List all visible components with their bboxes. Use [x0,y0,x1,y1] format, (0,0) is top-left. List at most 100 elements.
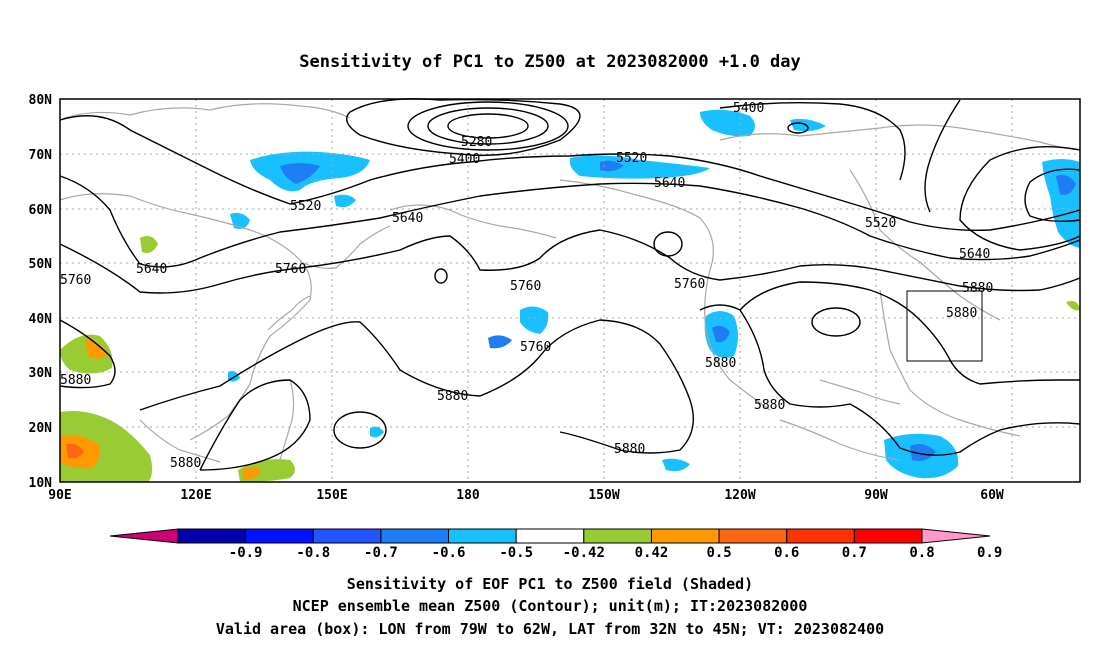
valid-area-box [906,290,983,362]
colorbar-tick-label: 0.8 [909,545,934,561]
coastline [819,379,901,405]
colorbar-swatch [786,528,855,544]
shade-negative [910,444,936,461]
contour-label: 5400 [449,152,480,167]
shade-negative [1056,175,1076,195]
colorbar-tick-label: 0.42 [635,545,669,561]
contour-label: 5880 [705,356,736,371]
contour-labels: 5400 5280 5400 5520 5640 5520 5640 5640 … [60,101,993,471]
lat-tick-label: 80N [29,93,53,108]
lat-axis: 80N 70N 60N 50N 40N 30N 20N 10N [29,93,53,491]
contour-label: 5640 [136,262,167,277]
colorbar-min-triangle [109,528,179,544]
colorbar-tick-label: 0.6 [774,545,799,561]
contour-label: 5760 [275,262,306,277]
contour-line [199,379,311,471]
colorbar-swatch [515,528,585,544]
lon-tick-label: 120E [180,488,211,503]
contour-label: 5520 [616,151,647,166]
colorbar-tick-label: -0.6 [432,545,466,561]
footer-line-3: Valid area (box): LON from 79W to 62W, L… [216,620,884,638]
lon-tick-label: 90E [48,488,71,503]
coastline [779,419,901,461]
contour-line [59,319,116,389]
contour-line [739,281,1080,385]
shade-negative [488,335,512,349]
colorbar: -0.9 -0.8 -0.7 -0.6 -0.5 -0.42 0.42 0.5 0.6 0.7 0.… [109,528,1002,561]
lat-tick-label: 60N [29,203,53,218]
contour-line [719,101,906,181]
lat-tick-label: 50N [29,257,53,272]
contour-label: 5880 [437,389,468,404]
contour-line [434,268,448,284]
coastline [267,295,311,331]
z500-contours [59,98,1081,471]
shade-positive [85,338,108,359]
contour-line [447,113,529,139]
contour-line [811,307,861,337]
contour-label: 5400 [733,101,764,116]
colorbar-swatch [853,528,923,544]
colorbar-tick-label: 0.9 [977,545,1002,561]
lon-axis: 90E 120E 150E 180 150W 120W 90W 60W [48,488,1004,503]
lon-tick-label: 180 [456,488,480,503]
shade-positive [1066,301,1080,311]
contour-label: 5880 [60,373,91,388]
coastline [389,204,557,239]
shade-positive [140,236,158,253]
lat-tick-label: 70N [29,148,53,163]
contour-label: 5880 [754,398,785,413]
map-frame [59,98,1081,483]
coastline [879,289,1021,437]
contour-label: 5760 [674,277,705,292]
lat-tick-label: 40N [29,312,53,327]
colorbar-tick-label: -0.5 [499,545,533,561]
contour-label: 5280 [461,135,492,150]
contour-label: 5520 [865,216,896,231]
colorbar-tick-label: 0.5 [706,545,731,561]
shade-negative [280,163,320,184]
colorbar-tick-label: -0.9 [229,545,263,561]
lon-tick-label: 60W [980,488,1004,503]
contour-label: 5640 [959,247,990,262]
contour-line [59,175,1081,268]
contour-label: 5880 [170,456,201,471]
shade-negative [334,194,356,208]
contour-line [407,101,569,151]
contour-label: 5880 [946,306,977,321]
footer-line-1: Sensitivity of EOF PC1 to Z500 field (Sh… [347,575,753,593]
coastline [279,379,295,461]
lon-tick-label: 150E [316,488,347,503]
shade-negative [712,325,730,343]
shade-negative [370,426,384,438]
coastline [299,225,391,269]
coastline [59,103,351,121]
map-panel: 5400 5280 5400 5520 5640 5520 5640 5640 … [59,98,1081,483]
shade-negative [600,160,624,172]
contour-line [787,122,809,134]
contour-label: 5520 [290,199,321,214]
colorbar-swatch [380,528,450,544]
contour-line [699,304,1081,456]
shade-positive [242,467,262,480]
contour-line [59,115,1081,231]
contour-line [427,107,549,145]
contour-line [59,229,1081,294]
shade-negative [790,118,826,132]
lon-tick-label: 120W [724,488,755,503]
shade-positive [66,443,84,459]
contour-label: 5640 [392,211,423,226]
coastline [719,124,1081,151]
colorbar-max-triangle [921,528,991,544]
contour-line [139,319,694,454]
contour-label: 5760 [60,273,91,288]
contour-label: 5760 [520,340,551,355]
contour-line [653,231,683,257]
contour-line [346,98,581,157]
colorbar-tick-label: -0.7 [364,545,398,561]
shade-negative [700,109,755,137]
shade-negative [662,458,690,472]
contour-label: 5760 [510,279,541,294]
